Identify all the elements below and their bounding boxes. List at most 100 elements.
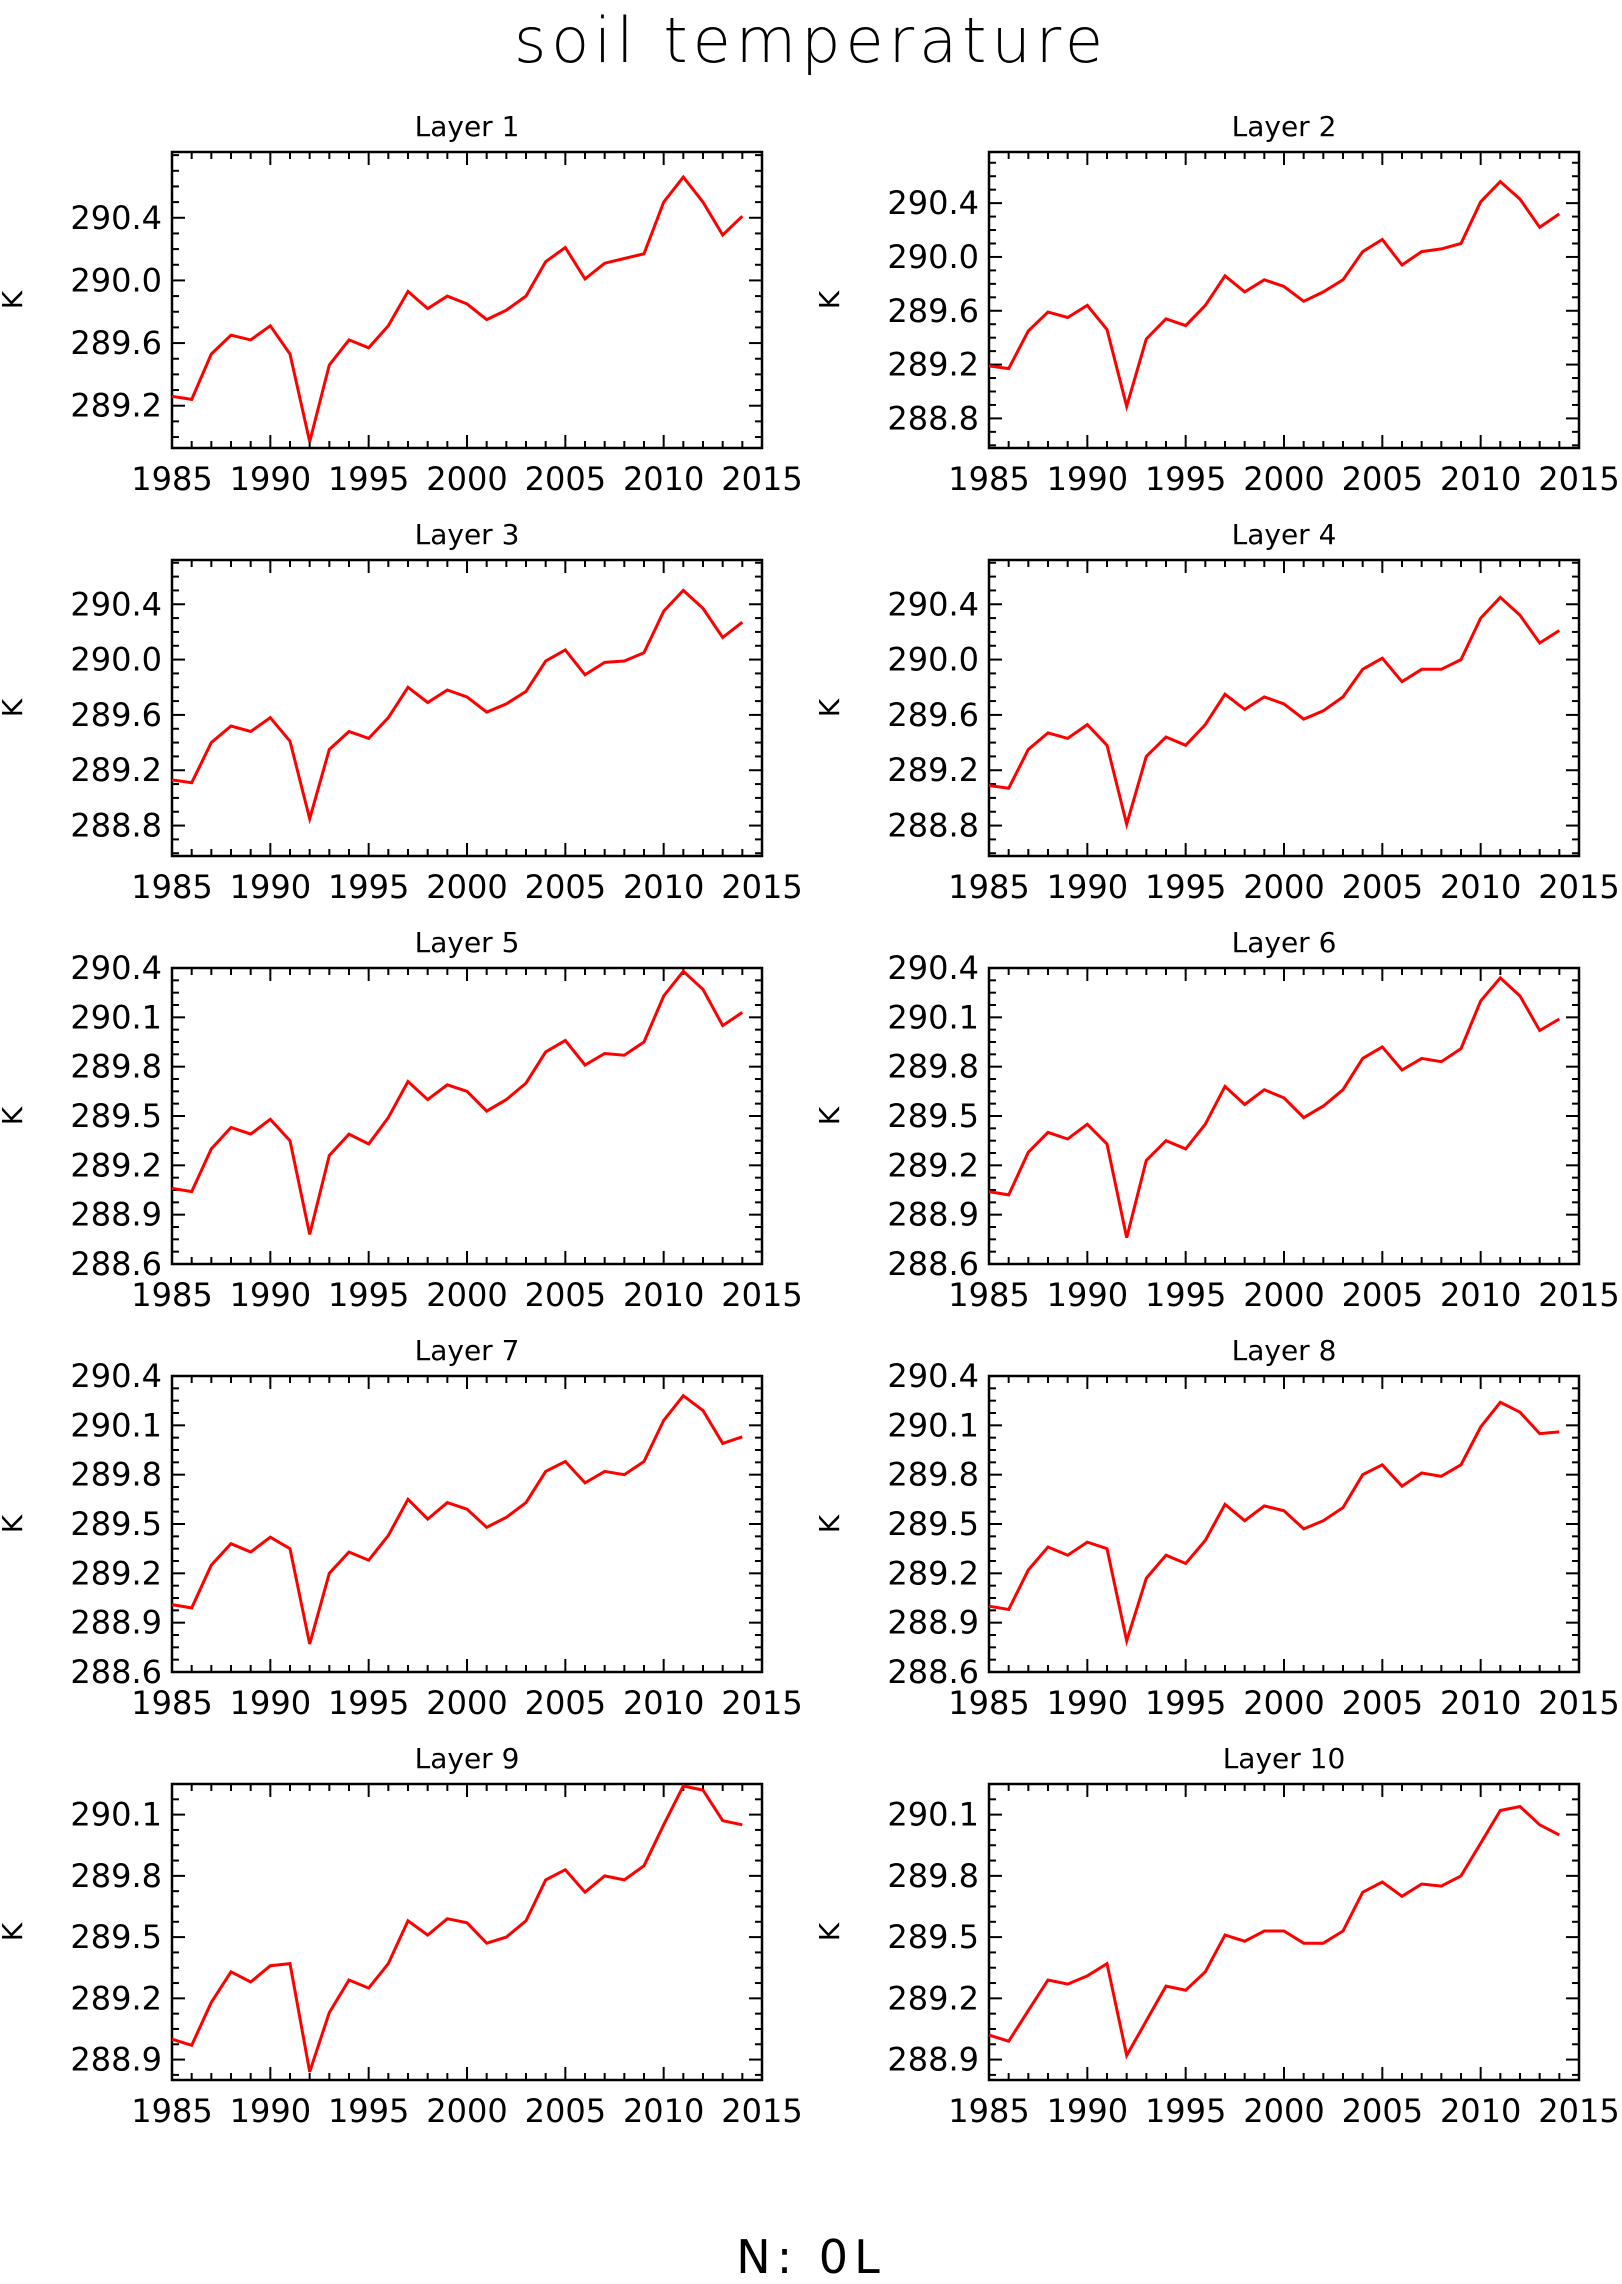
y-tick-label: 288.8 — [70, 807, 162, 845]
x-tick-label: 1990 — [1047, 2092, 1128, 2130]
y-tick-label: 289.5 — [887, 1097, 979, 1135]
y-tick-label: 288.6 — [887, 1245, 979, 1283]
x-tick-label: 2005 — [525, 2092, 606, 2130]
series-line — [171, 969, 744, 1235]
y-axis-label: K — [0, 1514, 29, 1533]
x-tick-label: 1995 — [328, 460, 409, 498]
series-line — [988, 975, 1561, 1239]
y-tick-label: 289.2 — [70, 1146, 162, 1184]
y-tick-label: 290.4 — [887, 585, 979, 623]
x-tick-label: 1985 — [948, 460, 1029, 498]
x-tick-label: 1990 — [1047, 868, 1128, 906]
figure-title: soil temperature — [513, 4, 1109, 77]
x-tick-label: 2000 — [1243, 868, 1324, 906]
y-tick-label: 290.1 — [70, 1406, 162, 1444]
x-tick-label: 1990 — [230, 1276, 311, 1314]
x-tick-label: 1995 — [328, 2092, 409, 2130]
y-tick-label: 289.5 — [887, 1918, 979, 1956]
x-tick-label: 2015 — [721, 1684, 802, 1722]
x-tick-label: 1995 — [328, 868, 409, 906]
x-tick-label: 1985 — [948, 2092, 1029, 2130]
y-tick-label: 289.2 — [70, 751, 162, 789]
y-tick-label: 288.8 — [887, 399, 979, 437]
x-tick-label: 1990 — [1047, 1276, 1128, 1314]
y-tick-label: 290.1 — [887, 1796, 979, 1834]
x-tick-label: 1995 — [328, 1276, 409, 1314]
series-line — [171, 588, 744, 825]
series-line — [988, 1804, 1560, 2060]
x-tick-label: 2000 — [426, 460, 507, 498]
x-tick-label: 2005 — [1342, 868, 1423, 906]
panel-title: Layer 6 — [1232, 926, 1337, 959]
x-tick-label: 2010 — [623, 2092, 704, 2130]
y-tick-label: 290.1 — [70, 998, 162, 1036]
y-axis-label: K — [0, 290, 29, 309]
panel-title: Layer 10 — [1223, 1742, 1346, 1775]
y-tick-label: 288.9 — [887, 2041, 979, 2079]
y-axis-label: K — [0, 1106, 29, 1125]
y-tick-label: 290.4 — [70, 585, 162, 623]
y-axis-label: K — [813, 1514, 846, 1533]
y-tick-label: 290.4 — [887, 184, 979, 222]
x-tick-label: 2015 — [721, 460, 802, 498]
x-tick-label: 2010 — [623, 460, 704, 498]
y-tick-label: 289.5 — [70, 1097, 162, 1135]
x-tick-label: 2015 — [721, 2092, 802, 2130]
series-line — [171, 1393, 743, 1645]
plot-frame — [987, 558, 1581, 858]
x-tick-label: 1990 — [230, 460, 311, 498]
y-tick-label: 290.4 — [70, 949, 162, 987]
x-tick-label: 1985 — [131, 460, 212, 498]
chart-panel-layer-5: Layer 5 1985 1990 1995 2000 2005 2010 2015 288.6… — [0, 926, 803, 1314]
y-tick-label: 289.2 — [70, 1554, 162, 1592]
y-tick-label: 288.9 — [70, 1196, 162, 1234]
x-tick-label: 2000 — [1243, 2092, 1324, 2130]
y-tick-label: 289.8 — [887, 1456, 979, 1494]
plot-frame — [170, 150, 764, 450]
chart-panel-layer-2: Layer 2 1985 1990 1995 2000 2005 2010 2015 288.8… — [813, 110, 1620, 498]
x-tick-label: 2010 — [1440, 1684, 1521, 1722]
x-tick-label: 1990 — [230, 868, 311, 906]
y-tick-label: 289.2 — [887, 1554, 979, 1592]
x-tick-label: 1990 — [230, 2092, 311, 2130]
y-tick-label: 290.1 — [887, 1406, 979, 1444]
footer-label: N: 0L — [736, 2230, 886, 2284]
panel-title: Layer 7 — [415, 1334, 520, 1367]
x-tick-label: 2010 — [623, 868, 704, 906]
y-axis-label: K — [813, 1922, 846, 1941]
plot-frame — [987, 1374, 1581, 1674]
y-tick-label: 289.2 — [887, 1979, 979, 2017]
x-tick-label: 2000 — [426, 2092, 507, 2130]
x-tick-label: 2005 — [1342, 460, 1423, 498]
x-tick-label: 2015 — [1538, 460, 1619, 498]
y-tick-label: 290.4 — [887, 1357, 979, 1395]
chart-panel-layer-3: Layer 3 1985 1990 1995 2000 2005 2010 2015 288.8… — [0, 518, 803, 906]
y-tick-label: 289.5 — [70, 1505, 162, 1543]
y-axis-label: K — [813, 290, 846, 309]
x-tick-label: 2000 — [1243, 1684, 1324, 1722]
y-tick-label: 290.0 — [887, 641, 979, 679]
series-line — [988, 179, 1561, 412]
y-tick-label: 288.9 — [887, 1196, 979, 1234]
y-tick-label: 290.0 — [70, 641, 162, 679]
x-tick-label: 1990 — [230, 1684, 311, 1722]
plot-frame — [987, 966, 1581, 1266]
x-tick-label: 1995 — [1145, 1684, 1226, 1722]
y-tick-label: 289.8 — [70, 1857, 162, 1895]
panel-title: Layer 2 — [1232, 110, 1337, 143]
x-tick-label: 2015 — [721, 868, 802, 906]
x-tick-label: 1985 — [131, 868, 212, 906]
x-tick-label: 2005 — [1342, 2092, 1423, 2130]
y-tick-label: 289.2 — [887, 1146, 979, 1184]
plot-frame — [170, 966, 764, 1266]
y-axis-label: K — [0, 1922, 29, 1941]
y-tick-label: 289.5 — [887, 1505, 979, 1543]
x-tick-label: 2005 — [1342, 1276, 1423, 1314]
y-tick-label: 288.6 — [887, 1653, 979, 1691]
x-tick-label: 1995 — [1145, 2092, 1226, 2130]
y-axis-label: K — [813, 698, 846, 717]
y-tick-label: 290.1 — [887, 998, 979, 1036]
panel-title: Layer 3 — [415, 518, 520, 551]
y-tick-label: 289.8 — [70, 1456, 162, 1494]
